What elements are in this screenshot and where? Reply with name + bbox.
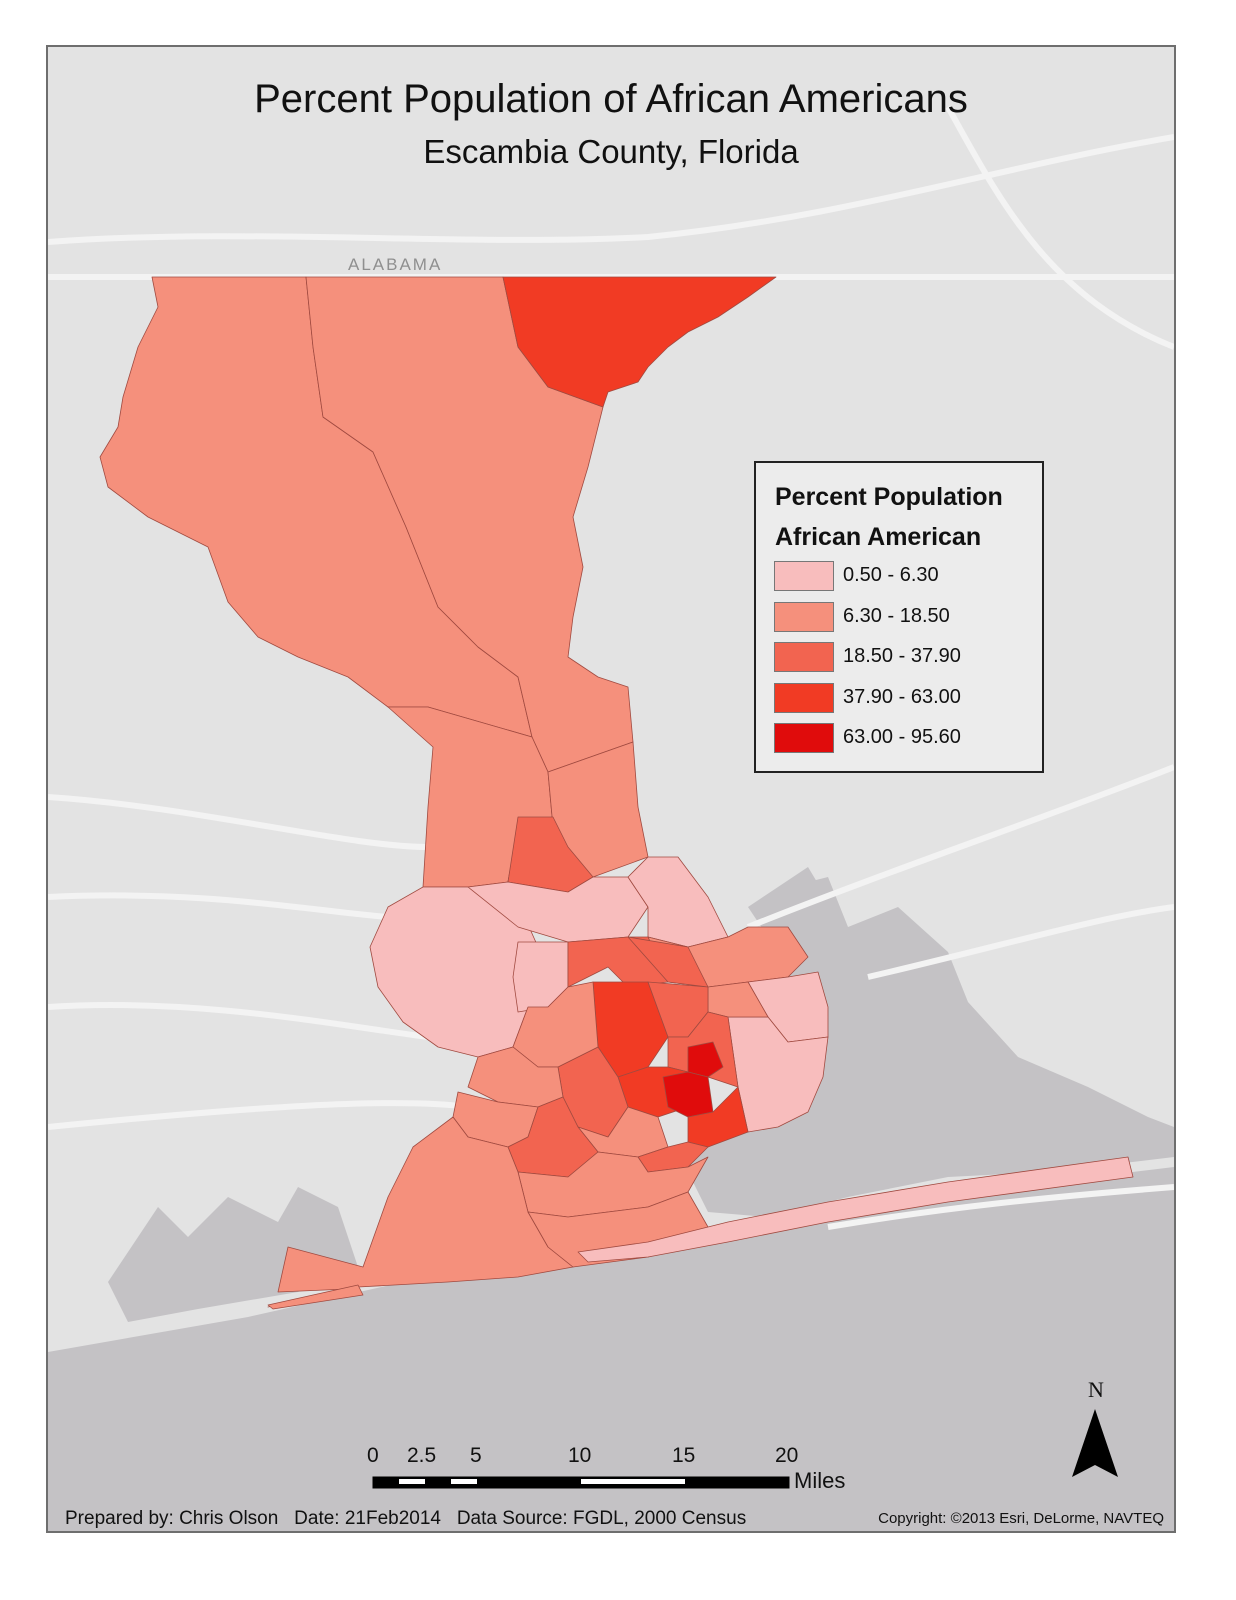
legend-swatch — [774, 602, 834, 632]
map-subtitle: Escambia County, Florida — [423, 133, 799, 170]
county-tracts — [99, 276, 1134, 1310]
scale-tick-label: 20 — [775, 1444, 799, 1467]
legend-item: 0.50 - 6.30 — [774, 561, 1034, 593]
footer-copyright: Copyright: ©2013 Esri, DeLorme, NAVTEQ — [878, 1510, 1164, 1527]
legend-swatch — [774, 723, 834, 753]
state-label-alabama: ALABAMA — [348, 255, 443, 274]
scale-unit-label: Miles — [794, 1468, 846, 1493]
tract-perdido-key — [267, 1284, 364, 1310]
legend-label: 6.30 - 18.50 — [843, 605, 950, 627]
tract-santa-rosa-island — [577, 1156, 1134, 1263]
legend-subtitle: African American — [775, 523, 982, 551]
map-title: Percent Population of African Americans — [254, 77, 968, 121]
legend-item: 18.50 - 37.90 — [774, 642, 1034, 674]
legend-item: 6.30 - 18.50 — [774, 602, 1034, 634]
scale-bar — [372, 1476, 790, 1489]
tract-core-5 — [687, 1041, 724, 1078]
legend-label: 18.50 - 37.90 — [843, 645, 961, 667]
legend-item: 63.00 - 95.60 — [774, 723, 1034, 755]
legend-title: Percent Population — [775, 483, 1003, 511]
scale-tick-label: 10 — [568, 1444, 592, 1467]
north-label: N — [1088, 1377, 1104, 1402]
legend-swatch — [774, 561, 834, 591]
north-arrow-icon — [1072, 1409, 1118, 1477]
map-frame: Percent Population of African Americans … — [46, 45, 1176, 1533]
scale-tick-label: 2.5 — [407, 1444, 437, 1467]
legend-swatch — [774, 683, 834, 713]
legend: Percent Population African American 0.50… — [754, 461, 1044, 773]
scale-tick-label: 5 — [470, 1444, 482, 1467]
legend-item: 37.90 - 63.00 — [774, 683, 1034, 715]
legend-label: 37.90 - 63.00 — [843, 686, 961, 708]
legend-label: 0.50 - 6.30 — [843, 564, 939, 586]
footer-credits: Prepared by: Chris Olson Date: 21Feb2014… — [65, 1508, 747, 1529]
map-canvas — [48, 47, 1174, 1531]
legend-label: 63.00 - 95.60 — [843, 726, 961, 748]
tract-north-east — [502, 276, 777, 408]
gulf-water — [48, 1167, 1174, 1531]
legend-swatch — [774, 642, 834, 672]
scale-tick-label: 15 — [672, 1444, 696, 1467]
scale-tick-label: 0 — [367, 1444, 379, 1467]
